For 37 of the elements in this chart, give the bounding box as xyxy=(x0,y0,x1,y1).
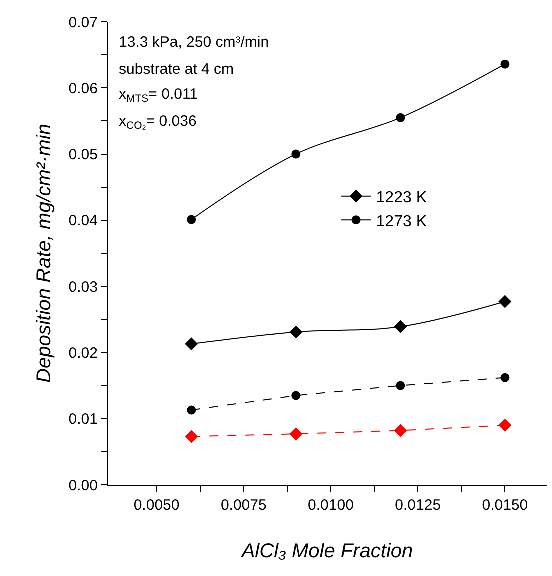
y-tick-label: 0.01 xyxy=(68,411,98,428)
annotation: 13.3 kPa, 250 cm³/min xyxy=(119,34,270,51)
legend-label: 1223 K xyxy=(376,190,428,207)
y-tick-label: 0.03 xyxy=(68,278,98,296)
point xyxy=(187,215,196,224)
x-axis-title: AlCl₃ Mole Fraction xyxy=(240,540,414,562)
y-tick-label: 0.07 xyxy=(68,14,98,32)
legend-label: 1273 K xyxy=(376,213,428,230)
y-tick-label: 0.04 xyxy=(68,212,98,230)
x-tick-label: 0.0125 xyxy=(395,497,442,514)
x-tick-label: 0.0100 xyxy=(308,497,354,514)
y-tick-label: 0.06 xyxy=(68,80,98,98)
point xyxy=(185,338,198,351)
point xyxy=(500,373,510,382)
point xyxy=(498,295,512,308)
point xyxy=(500,60,510,69)
annotation: x$_{MTS}$= 0.011 xyxy=(119,86,198,106)
y-axis-title: Deposition Rate, mg/cm²·min xyxy=(33,124,56,383)
annotation: substrate at 4 cm xyxy=(119,61,234,78)
point xyxy=(394,320,408,334)
x-tick-label: 0.0050 xyxy=(134,497,180,514)
point xyxy=(394,424,408,438)
point xyxy=(396,113,406,122)
point xyxy=(396,381,406,390)
point xyxy=(498,418,512,432)
y-tick-label: 0.02 xyxy=(68,344,98,362)
point xyxy=(187,406,196,415)
x-tick-label: 0.0150 xyxy=(482,497,528,514)
point xyxy=(292,150,301,159)
annotation: x$_{CO₂}$= 0.036 xyxy=(119,113,197,132)
point xyxy=(290,326,303,339)
y-tick-label: 0.00 xyxy=(68,477,98,494)
point xyxy=(290,428,303,441)
y-tick-label: 0.05 xyxy=(68,146,98,164)
point xyxy=(292,391,301,400)
point xyxy=(185,430,198,444)
x-tick-label: 0.0075 xyxy=(220,497,267,514)
